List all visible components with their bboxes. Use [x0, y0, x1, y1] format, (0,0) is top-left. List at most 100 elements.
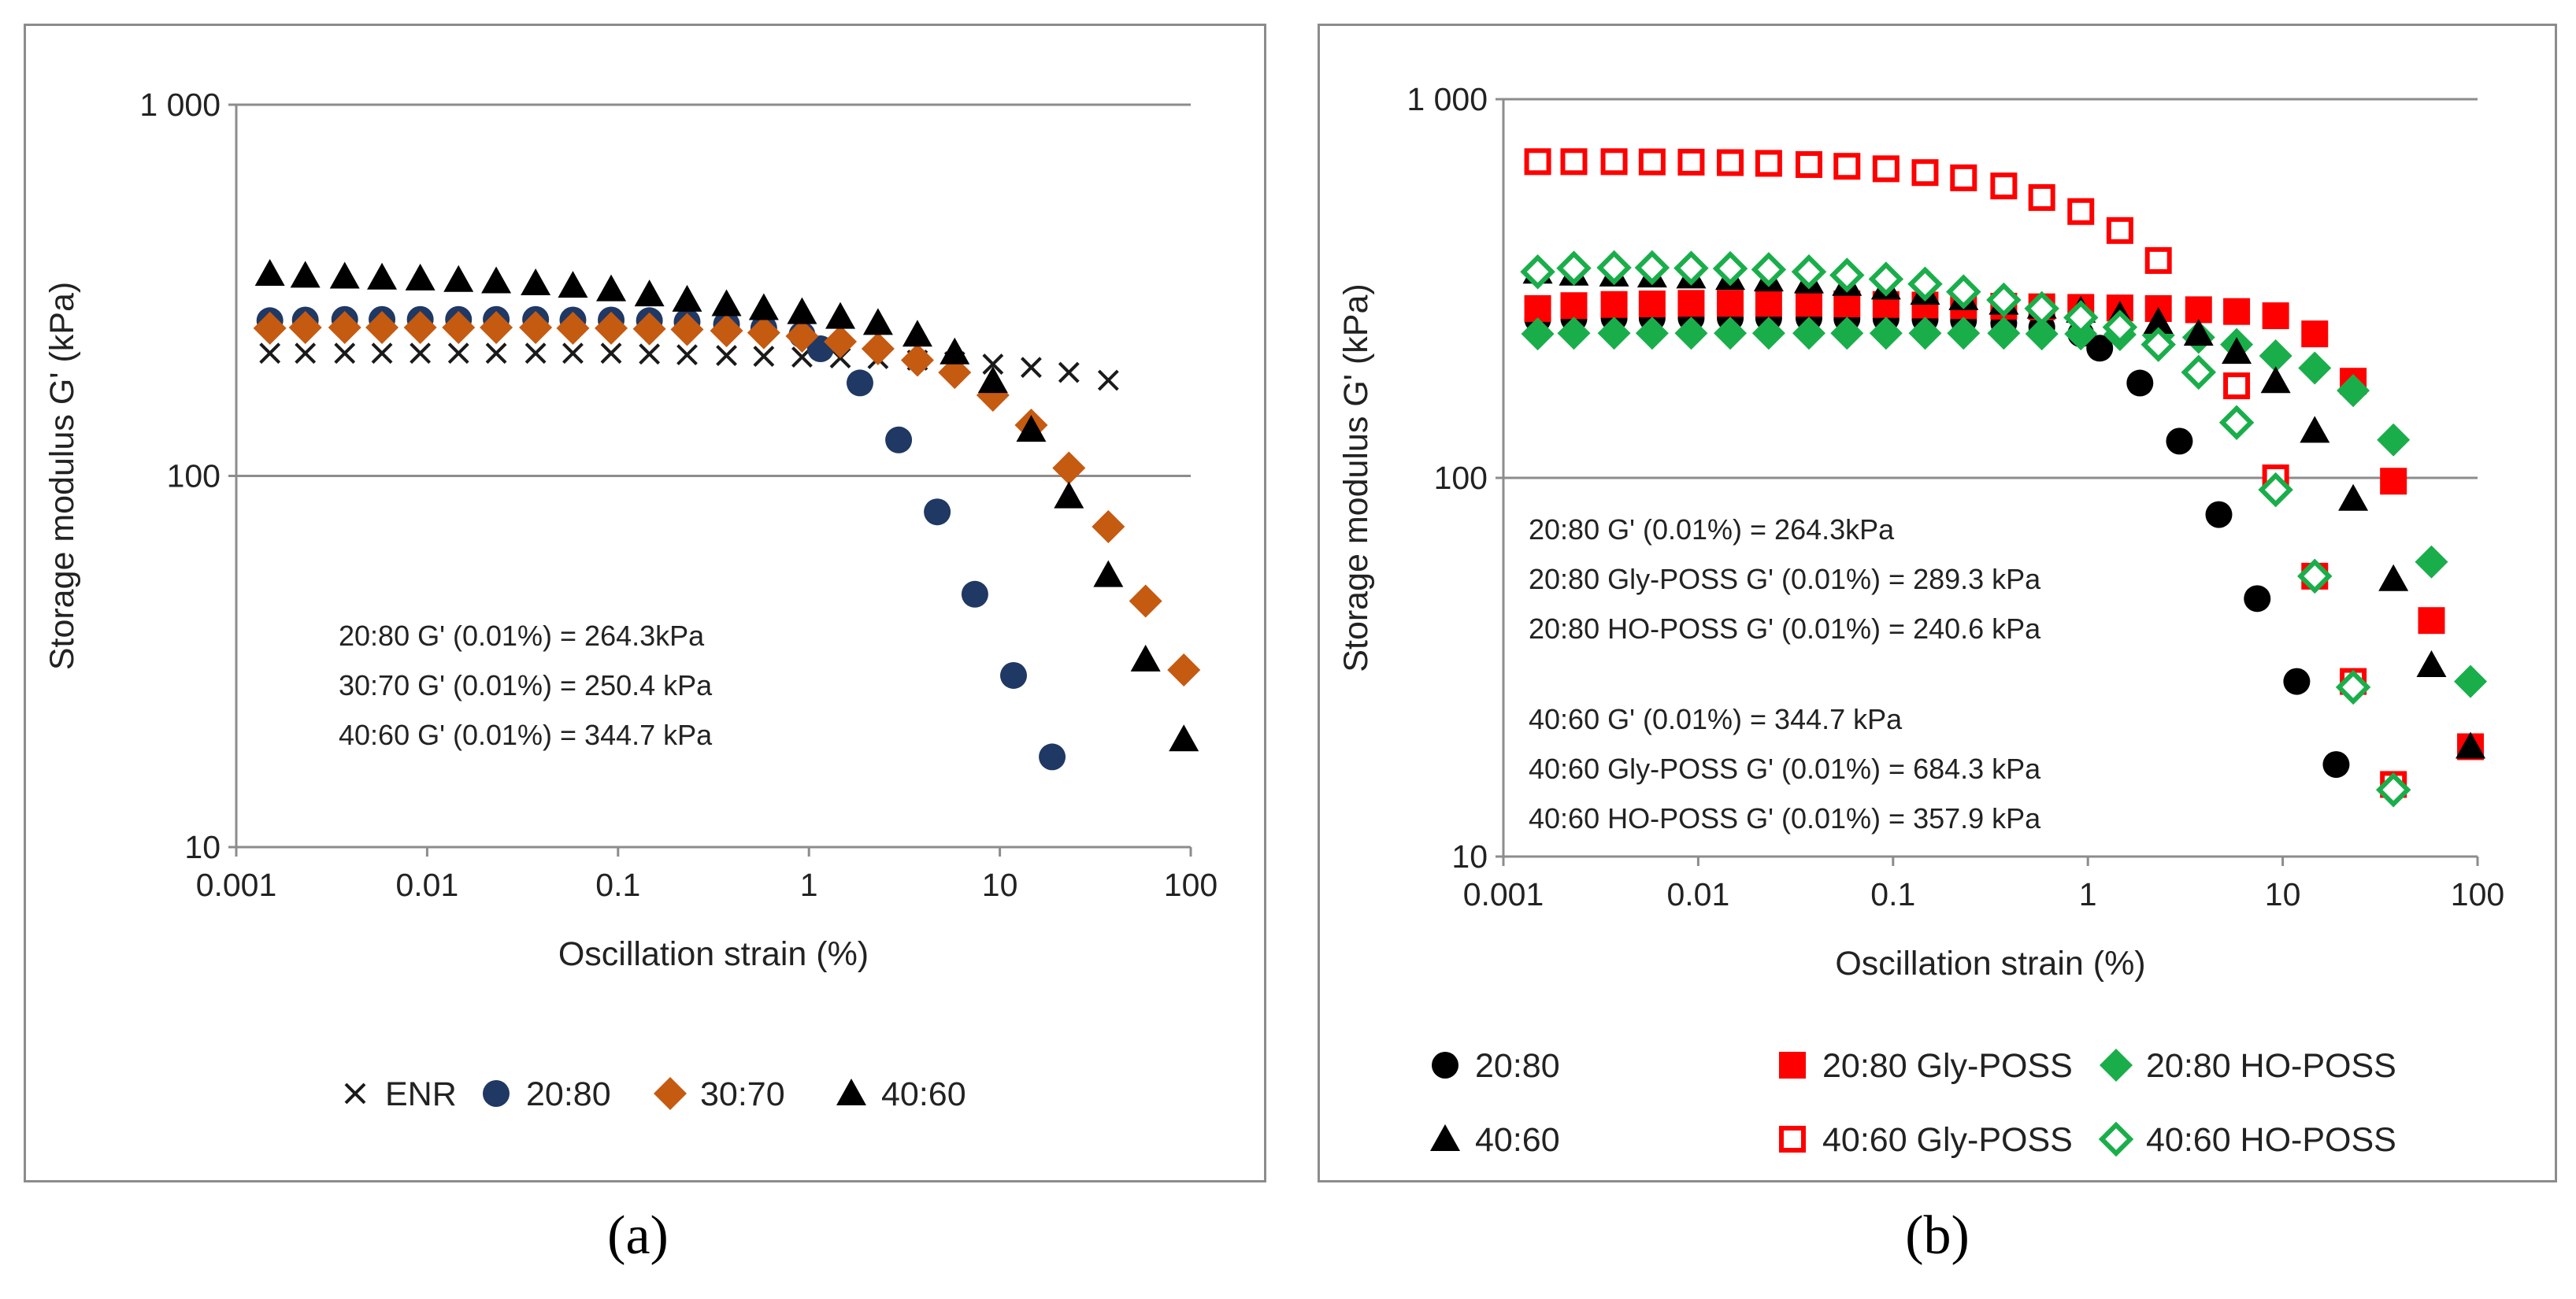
data-point [288, 311, 322, 345]
data-point [2144, 246, 2172, 274]
data-point [1097, 369, 1119, 391]
data-point [1638, 291, 1666, 318]
data-point [1677, 290, 1705, 317]
x-tick-label: 0.001 [1463, 876, 1544, 912]
data-point [253, 311, 287, 345]
data-point [753, 346, 775, 367]
legend-marker [836, 1079, 866, 1105]
data-point [556, 311, 590, 345]
panel-b-label: (b) [1905, 1205, 1970, 1266]
data-point [2300, 416, 2330, 443]
data-point [977, 366, 1008, 394]
legend-marker [2100, 1049, 2133, 1082]
data-point [711, 289, 742, 316]
data-point [1829, 257, 1865, 293]
data-point [295, 342, 317, 365]
data-point [1129, 584, 1162, 618]
data-point [2086, 335, 2114, 362]
data-point [2262, 302, 2289, 330]
annotation: 20:80 HO-POSS G' (0.01%) = 240.6 kPa [1529, 612, 2041, 645]
data-point [1638, 148, 1666, 176]
data-point [982, 353, 1004, 375]
data-point [2025, 317, 2059, 351]
data-point [846, 369, 873, 397]
panel-a-frame: 10 100 1 000 0.001 0.01 0.1 1 10 100 Oscillation … [24, 24, 1266, 1182]
data-point [1054, 481, 1084, 509]
chart-a: 10 100 1 000 0.001 0.01 0.1 1 10 100 Oscillation … [43, 87, 1218, 1113]
data-point [1990, 172, 2018, 200]
data-point [1947, 316, 1981, 350]
data-point [1987, 316, 2021, 350]
y-tick-label: 10 [1451, 838, 1488, 875]
data-point [1714, 316, 1748, 350]
data-point [1717, 290, 1744, 317]
data-point [2456, 731, 2486, 759]
data-point [1520, 254, 1555, 290]
legend-label: 40:60 [1475, 1121, 1560, 1159]
data-point [1557, 316, 1591, 350]
x-axis-label: Oscillation strain (%) [558, 935, 869, 973]
data-point [900, 343, 934, 377]
data-point [2067, 198, 2095, 225]
data-point [2223, 298, 2251, 325]
data-point [1751, 252, 1787, 287]
data-point [2106, 216, 2133, 244]
y-axis-label: Storage modulus G' (kPa) [1337, 283, 1375, 672]
data-point [2298, 351, 2332, 385]
data-point [480, 311, 513, 345]
data-point [2126, 369, 2154, 397]
data-point [1755, 150, 1782, 177]
data-point [1167, 653, 1201, 687]
x-tick-label: 1 [2079, 876, 2097, 912]
data-point [2260, 366, 2291, 394]
x-tick-label: 0.01 [395, 867, 458, 903]
data-point [2297, 558, 2333, 594]
data-point [2063, 300, 2099, 335]
data-point [2166, 427, 2193, 455]
data-point [447, 342, 469, 365]
data-point [521, 268, 551, 296]
data-point [2322, 751, 2350, 779]
data-point [1950, 164, 1977, 191]
data-point [1717, 149, 1744, 176]
data-point [334, 342, 356, 365]
legend-label: 40:60 Gly-POSS [1822, 1121, 2073, 1159]
x-tick-label: 0.001 [196, 867, 277, 903]
data-point [2454, 664, 2488, 698]
data-point [2283, 668, 2311, 695]
data-point [1560, 292, 1588, 320]
data-point [1169, 724, 1199, 752]
y-tick-label: 10 [184, 829, 221, 865]
data-point [1907, 266, 1943, 302]
legend-marker [2098, 1121, 2134, 1157]
legend-label: 40:60 HO-POSS [2146, 1121, 2396, 1159]
series-40-60-gly-poss [1524, 148, 2407, 798]
data-point [2024, 291, 2059, 327]
data-point [1751, 316, 1785, 350]
data-point [2140, 327, 2176, 362]
x-tick-label: 10 [982, 867, 1018, 903]
legend-marker [1430, 1124, 1460, 1151]
data-point [748, 293, 779, 320]
y-tick-label: 1 000 [139, 87, 221, 123]
data-point [1600, 148, 1628, 176]
data-point [1130, 644, 1161, 672]
data-point [596, 274, 627, 302]
data-point [2380, 468, 2407, 495]
data-point [1869, 316, 1903, 350]
annotation: 40:60 G' (0.01%) = 344.7 kPa [339, 719, 713, 751]
x-tick-label: 0.1 [1870, 876, 1915, 912]
data-point [1016, 415, 1047, 442]
data-point [716, 345, 737, 367]
data-point [1524, 148, 1551, 176]
data-point [2223, 372, 2251, 400]
data-point [1052, 451, 1086, 485]
data-point [1597, 316, 1631, 350]
annotation: 40:60 HO-POSS G' (0.01%) = 357.9 kPa [1529, 802, 2041, 835]
data-point [365, 311, 399, 345]
annotation: 20:80 G' (0.01%) = 264.3kPa [339, 620, 705, 652]
data-point [442, 311, 476, 345]
data-point [1674, 316, 1708, 350]
data-point [519, 311, 553, 345]
data-point [2378, 564, 2409, 591]
